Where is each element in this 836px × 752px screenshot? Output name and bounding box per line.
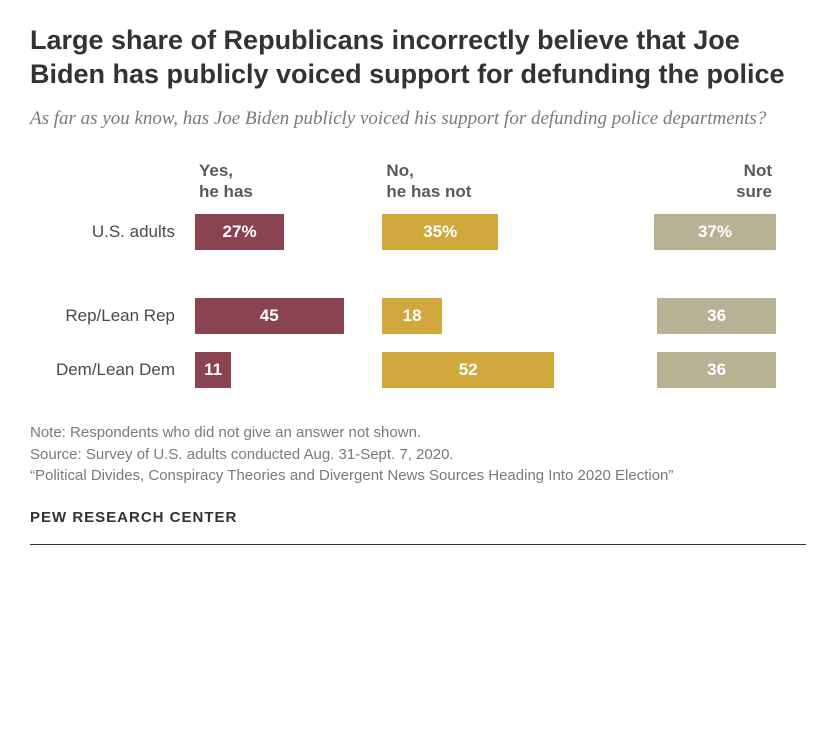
footer-attribution: PEW RESEARCH CENTER: [30, 509, 806, 526]
bar-yes: 11: [195, 352, 231, 388]
source-line: Source: Survey of U.S. adults conducted …: [30, 444, 806, 466]
bar-notsure: 36: [657, 298, 776, 334]
row-label-dem: Dem/Lean Dem: [30, 360, 185, 380]
col-header-yes: Yes,he has: [195, 161, 382, 202]
bar-no: 35%: [382, 214, 498, 250]
bar-no: 18: [382, 298, 441, 334]
chart-subtitle: As far as you know, has Joe Biden public…: [30, 106, 806, 132]
bar-notsure: 37%: [654, 214, 776, 250]
bar-notsure: 36: [657, 352, 776, 388]
row-label-rep: Rep/Lean Rep: [30, 306, 185, 326]
bar-no: 52: [382, 352, 554, 388]
row-gap: [195, 264, 776, 294]
footer-rule: [30, 544, 806, 545]
chart-area: Yes,he has No,he has not Notsure U.S. ad…: [30, 161, 806, 392]
column-headers: Yes,he has No,he has not Notsure: [195, 161, 776, 202]
col-header-notsure: Notsure: [589, 161, 776, 202]
bar-yes: 45: [195, 298, 344, 334]
row-label-us-adults: U.S. adults: [30, 222, 185, 242]
table-row: Rep/Lean Rep 45 18 36: [195, 294, 776, 338]
col-header-no: No,he has not: [382, 161, 588, 202]
report-line: “Political Divides, Conspiracy Theories …: [30, 465, 806, 487]
table-row: Dem/Lean Dem 11 52 36: [195, 348, 776, 392]
bar-yes: 27%: [195, 214, 284, 250]
notes-block: Note: Respondents who did not give an an…: [30, 422, 806, 487]
chart-title: Large share of Republicans incorrectly b…: [30, 24, 806, 92]
table-row: U.S. adults 27% 35% 37%: [195, 210, 776, 254]
note-line: Note: Respondents who did not give an an…: [30, 422, 806, 444]
